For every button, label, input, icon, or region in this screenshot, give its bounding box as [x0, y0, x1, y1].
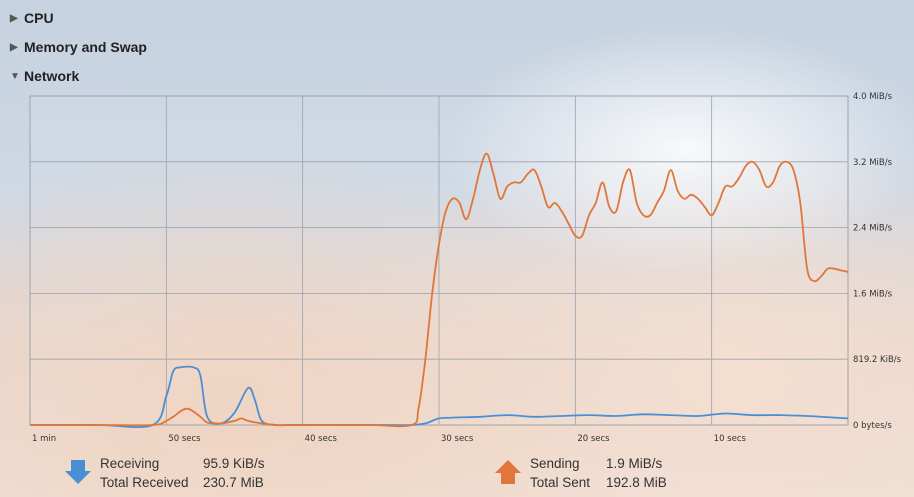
- x-tick-label: 30 secs: [441, 434, 474, 444]
- section-network-label: Network: [24, 68, 80, 84]
- sending-label: Sending: [530, 456, 580, 471]
- section-memory-label: Memory and Swap: [24, 39, 147, 55]
- arrow-down-icon[interactable]: [64, 459, 92, 489]
- total-sent-value: 192.8 MiB: [606, 475, 667, 490]
- x-tick-label: 40 secs: [305, 434, 338, 444]
- section-network[interactable]: ▼ Network: [10, 65, 79, 87]
- y-tick-label: 0 bytes/s: [853, 421, 892, 431]
- receiving-label: Receiving: [100, 456, 160, 471]
- x-tick-label: 10 secs: [714, 434, 747, 444]
- series-line-sending: [29, 152, 849, 428]
- expander-collapsed-icon: ▶: [10, 41, 18, 53]
- x-tick-label: 50 secs: [168, 434, 201, 444]
- total-sent-label: Total Sent: [530, 475, 591, 490]
- expander-expanded-icon: ▼: [10, 70, 20, 82]
- total-received-label: Total Received: [100, 475, 189, 490]
- y-tick-label: 4.0 MiB/s: [853, 92, 893, 102]
- sending-legend: Sending 1.9 MiB/s Total Sent 192.8 MiB: [530, 456, 667, 494]
- section-cpu-label: CPU: [24, 10, 54, 26]
- expander-collapsed-icon: ▶: [10, 12, 18, 24]
- x-tick-label: 20 secs: [577, 434, 610, 444]
- arrow-up-icon[interactable]: [494, 459, 522, 489]
- section-memory[interactable]: ▶ Memory and Swap: [10, 36, 147, 58]
- y-tick-label: 2.4 MiB/s: [853, 224, 893, 234]
- receiving-legend: Receiving 95.9 KiB/s Total Received 230.…: [100, 456, 265, 494]
- sending-rate: 1.9 MiB/s: [606, 456, 663, 471]
- y-tick-label: 819.2 KiB/s: [853, 355, 902, 365]
- x-tick-label: 1 min: [32, 434, 56, 444]
- total-received-value: 230.7 MiB: [203, 475, 264, 490]
- receiving-rate: 95.9 KiB/s: [203, 456, 265, 471]
- section-cpu[interactable]: ▶ CPU: [10, 7, 54, 29]
- network-history-graph: 0 bytes/s 819.2 KiB/s 1.6 MiB/s 2.4 MiB/s 3.…: [29, 92, 902, 444]
- y-tick-label: 3.2 MiB/s: [853, 158, 893, 168]
- y-tick-label: 1.6 MiB/s: [853, 289, 893, 299]
